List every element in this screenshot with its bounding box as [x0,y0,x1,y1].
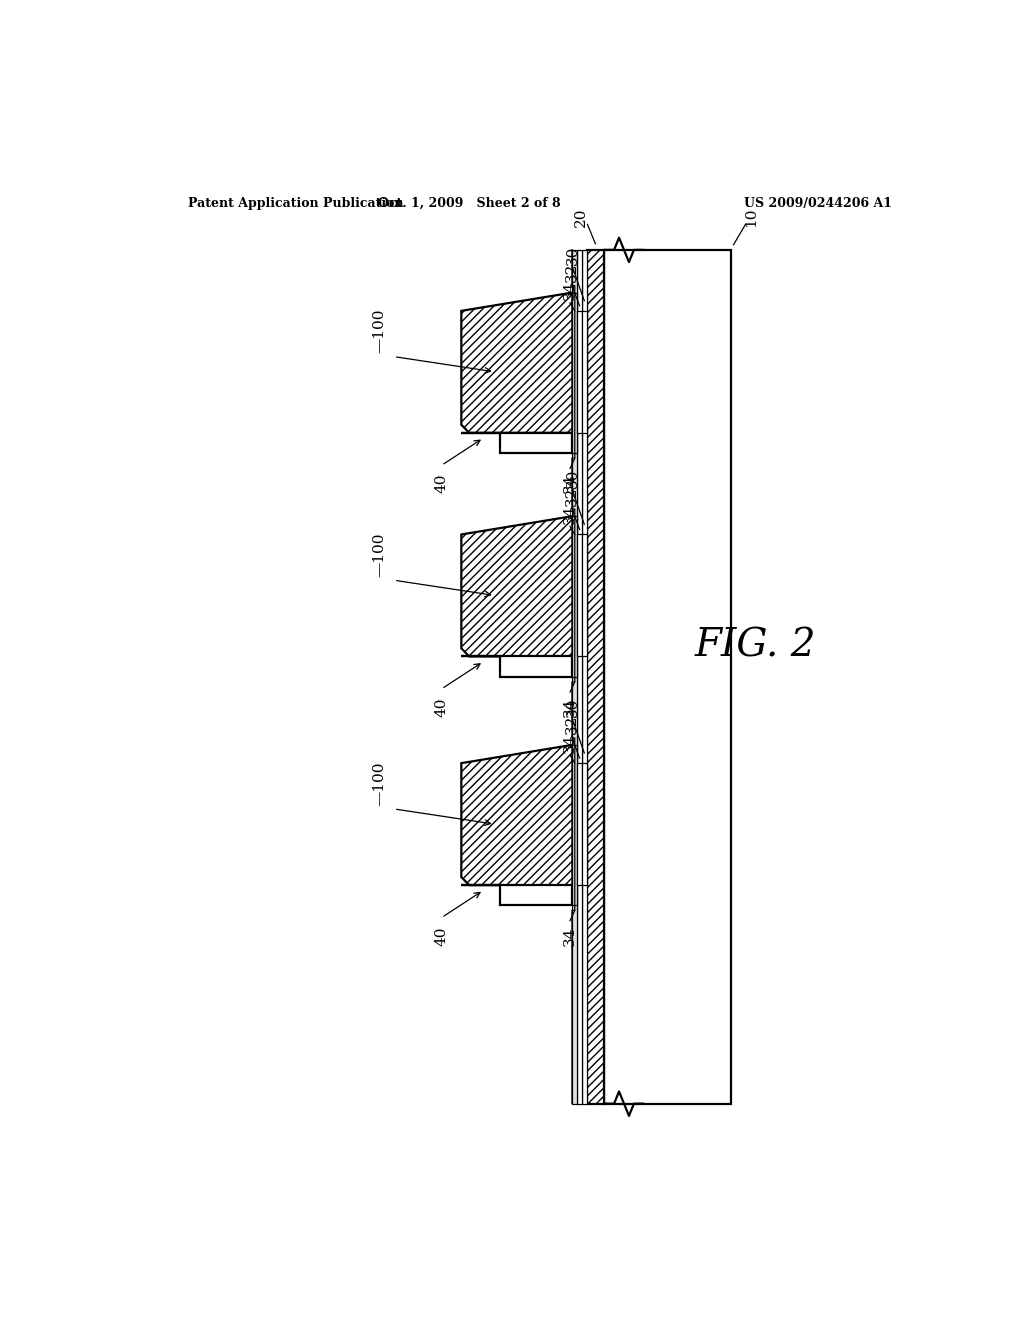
Bar [578,535,582,656]
Text: 34: 34 [563,733,578,752]
Bar [572,516,578,677]
Bar [587,249,604,1104]
Text: 34: 34 [563,697,578,717]
Bar [578,312,582,433]
Text: 30: 30 [565,469,580,488]
Text: 30: 30 [565,246,580,264]
Text: 32: 32 [564,715,579,734]
Polygon shape [461,656,572,677]
Polygon shape [461,293,572,433]
Bar [582,249,587,1104]
Text: 20: 20 [574,207,588,227]
Bar [582,763,587,886]
Polygon shape [461,433,572,453]
Bar [578,249,582,1104]
Text: 40: 40 [434,927,449,945]
Text: FIG. 2: FIG. 2 [694,628,816,665]
Text: 40: 40 [434,697,449,717]
Text: —100: —100 [372,762,386,805]
Bar [572,293,578,453]
Bar [572,744,578,906]
Text: 34: 34 [563,504,578,524]
Bar [604,249,731,1104]
Bar [582,535,587,656]
Text: 32: 32 [564,486,579,506]
Text: 30: 30 [565,697,580,717]
Text: 40: 40 [434,474,449,494]
Text: Patent Application Publication: Patent Application Publication [187,197,403,210]
Bar [578,763,582,886]
Text: 10: 10 [744,207,758,227]
Text: —100: —100 [372,309,386,354]
Bar [572,249,578,1104]
Polygon shape [461,886,572,906]
Text: 34: 34 [563,927,578,945]
Text: US 2009/0244206 A1: US 2009/0244206 A1 [744,197,893,210]
Polygon shape [461,744,572,886]
Text: Oct. 1, 2009   Sheet 2 of 8: Oct. 1, 2009 Sheet 2 of 8 [378,197,560,210]
Text: 34: 34 [563,281,578,300]
Polygon shape [461,516,572,656]
Text: 34: 34 [563,474,578,494]
Text: 32: 32 [564,263,579,282]
Text: —100: —100 [372,532,386,577]
Bar [582,312,587,433]
